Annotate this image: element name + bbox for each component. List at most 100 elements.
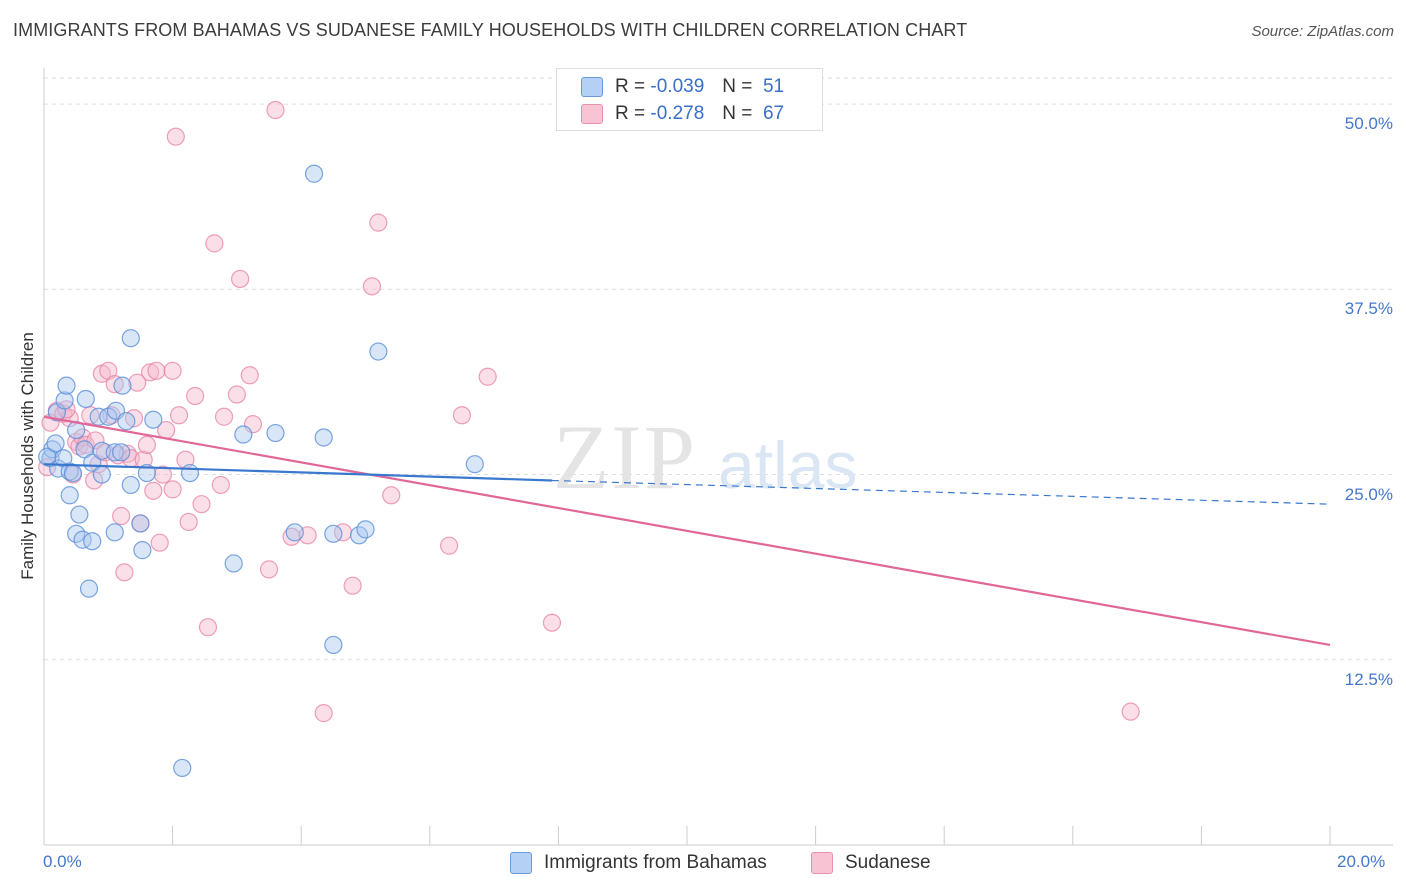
- bahamas-point: [83, 532, 102, 551]
- legend-label-sudanese: Sudanese: [845, 852, 931, 873]
- bahamas-point: [356, 520, 375, 539]
- legend-label-bahamas: Immigrants from Bahamas: [544, 852, 767, 873]
- bahamas-trend-line: [43, 463, 553, 482]
- bahamas-point: [112, 443, 131, 462]
- y-tick-label: 25.0%: [1344, 484, 1393, 504]
- bahamas-points: [38, 164, 484, 778]
- legend-r-label: R =: [615, 103, 646, 124]
- bahamas-point: [76, 389, 95, 409]
- sudanese-point: [192, 495, 211, 514]
- sudanese-point: [163, 480, 182, 499]
- legend-row-bahamas: R = -0.039 N = 51: [581, 76, 784, 98]
- bahamas-point: [105, 443, 124, 462]
- sudanese-point: [382, 486, 401, 505]
- legend-n-label: N =: [722, 76, 753, 97]
- sudanese-point: [478, 367, 497, 386]
- sudanese-point: [147, 361, 166, 380]
- sudanese-point: [369, 213, 388, 232]
- source-label: Source: ZipAtlas.com: [1251, 23, 1394, 40]
- bahamas-point: [224, 554, 243, 573]
- bahamas-point: [324, 524, 343, 543]
- bahamas-point: [465, 455, 484, 474]
- legend-row-sudanese: R = -0.278 N = 67: [581, 103, 784, 125]
- sudanese-point: [166, 127, 185, 146]
- chart-title: IMMIGRANTS FROM BAHAMAS VS SUDANESE FAMI…: [13, 20, 968, 40]
- bahamas-point: [113, 376, 132, 395]
- bahamas-point: [57, 376, 76, 395]
- sudanese-point: [112, 506, 131, 526]
- bahamas-point: [73, 530, 92, 549]
- sudanese-point: [314, 704, 333, 723]
- bahamas-point: [285, 523, 304, 542]
- sudanese-point: [1121, 702, 1140, 721]
- sudanese-point: [153, 465, 173, 484]
- sudanese-point: [105, 375, 124, 394]
- bahamas-point: [133, 541, 152, 560]
- sudanese-point: [179, 512, 198, 532]
- sudanese-point: [169, 406, 189, 425]
- bahamas-point: [60, 486, 79, 505]
- sudanese-point: [266, 100, 285, 120]
- bahamas-point: [46, 434, 65, 453]
- legend-r-label: R =: [615, 76, 646, 97]
- bahamas-point: [63, 463, 83, 483]
- legend-r-value: -0.039: [650, 76, 705, 97]
- legend-n-label: N =: [722, 103, 753, 124]
- sudanese-point: [452, 406, 472, 425]
- bahamas-point: [92, 465, 111, 484]
- sudanese-point: [211, 475, 230, 495]
- sudanese-point: [439, 536, 459, 555]
- sudanese-point: [214, 407, 234, 426]
- bahamas-point: [137, 463, 156, 483]
- bahamas-point: [180, 463, 200, 483]
- sudanese-point: [231, 269, 250, 289]
- sudanese-point: [259, 560, 279, 579]
- bahamas-trend-line-extension: [551, 479, 1331, 505]
- legend-item-sudanese[interactable]: Sudanese: [811, 852, 931, 874]
- sudanese-point: [144, 481, 163, 500]
- bahamas-point: [314, 428, 333, 447]
- x-tick-label-min: 0.0%: [43, 852, 82, 871]
- sudanese-point: [150, 533, 169, 552]
- watermark-atlas: atlas: [718, 428, 857, 502]
- sudanese-point: [163, 361, 182, 380]
- legend-swatch-bahamas: [581, 77, 603, 97]
- watermark: ZIP atlas: [553, 406, 857, 508]
- sudanese-point: [198, 618, 218, 637]
- sudanese-point: [240, 366, 259, 385]
- legend-swatch-bahamas: [510, 852, 532, 874]
- sudanese-point: [128, 373, 147, 392]
- bahamas-point: [79, 579, 99, 598]
- bahamas-point: [121, 475, 140, 495]
- y-tick-label: 50.0%: [1344, 114, 1393, 134]
- sudanese-point: [343, 576, 362, 595]
- legend-item-bahamas[interactable]: Immigrants from Bahamas: [510, 852, 767, 874]
- bahamas-point: [173, 758, 192, 778]
- sudanese-point: [115, 563, 134, 582]
- bahamas-point: [117, 412, 136, 431]
- trend-lines: [43, 415, 1331, 647]
- series-legend: Immigrants from Bahamas Sudanese: [0, 852, 1406, 878]
- stats-legend: R = -0.039 N = 51 R = -0.278 N = 67: [556, 68, 823, 131]
- bahamas-point: [304, 164, 324, 183]
- sudanese-point: [362, 277, 382, 296]
- legend-n-value: 67: [762, 103, 785, 124]
- legend-n-value: 51: [762, 76, 785, 97]
- sudanese-trend-line: [43, 415, 1331, 647]
- bahamas-point: [324, 635, 343, 655]
- watermark-zip: ZIP: [553, 406, 697, 508]
- legend-swatch-sudanese: [811, 852, 833, 874]
- sudanese-points: [38, 100, 1140, 723]
- bahamas-point: [369, 342, 388, 361]
- bahamas-point: [234, 425, 253, 444]
- bahamas-point: [144, 410, 163, 429]
- legend-swatch-sudanese: [581, 104, 603, 124]
- sudanese-point: [137, 435, 156, 455]
- bahamas-point: [105, 523, 124, 542]
- sudanese-point: [89, 455, 108, 474]
- x-tick-label-max: 20.0%: [1337, 852, 1386, 871]
- y-tick-label: 12.5%: [1344, 669, 1393, 689]
- y-tick-label: 37.5%: [1344, 299, 1393, 319]
- bahamas-point: [55, 391, 74, 410]
